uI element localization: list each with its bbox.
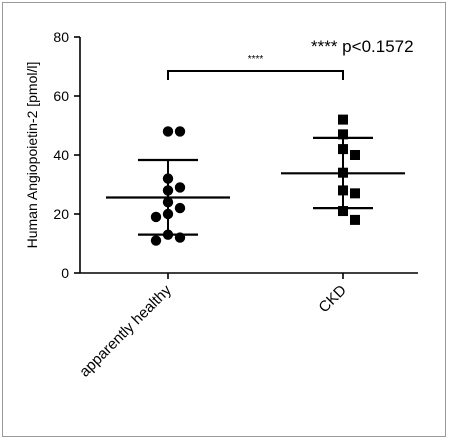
data-point-0-3 [174,182,186,193]
data-point-1-4 [338,167,348,178]
data-point-1-7 [338,206,348,217]
data-point-0-7 [162,208,174,220]
data-point-0-5 [162,197,174,208]
significance-bracket-label: **** [248,54,264,65]
x-category-label-0: apparently healthy [76,281,175,380]
data-point-1-6 [350,188,360,199]
y-tick-label-40: 40 [53,147,69,163]
data-point-0-1 [174,126,186,137]
y-tick-label-80: 80 [53,29,69,45]
data-point-1-3 [350,150,360,160]
chart-frame [2,2,446,437]
data-point-0-4 [162,185,174,196]
significance-bracket [167,70,344,80]
x-category-label-1: CKD [315,282,350,317]
data-point-0-0 [162,126,174,137]
data-point-1-2 [338,144,348,155]
data-point-1-0 [338,114,348,125]
y-tick-label-60: 60 [53,88,69,104]
data-point-0-11 [150,235,162,246]
data-point-0-6 [174,202,186,214]
data-point-1-8 [350,214,360,225]
data-point-0-2 [162,173,174,184]
data-point-1-1 [338,129,348,140]
y-tick-label-0: 0 [61,265,69,281]
data-point-1-5 [338,185,348,196]
data-point-0-10 [174,232,186,243]
p-value-annotation: **** p<0.1572 [311,37,414,56]
y-tick-label-20: 20 [53,206,69,222]
data-point-0-8 [150,211,162,223]
y-axis-title: Human Angiopoietin-2 [pmol/l] [24,62,40,249]
data-point-0-9 [162,229,174,240]
